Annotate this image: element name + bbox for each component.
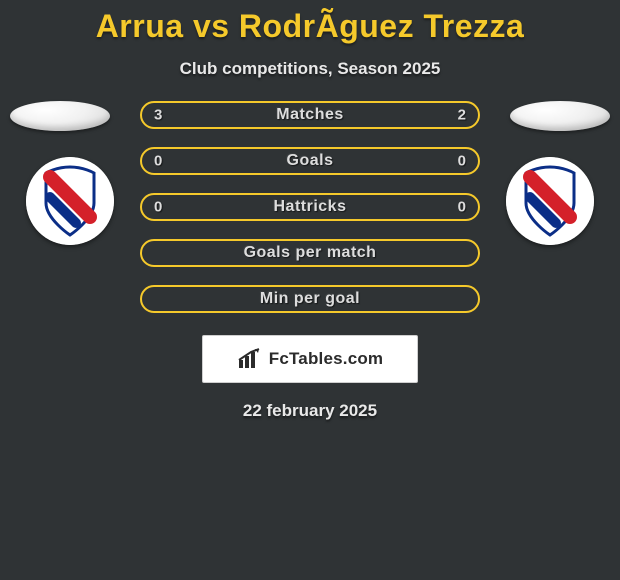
shield-icon <box>506 157 594 245</box>
brand-text: FcTables.com <box>269 349 384 369</box>
stat-label: Hattricks <box>274 198 347 216</box>
stat-left-value: 3 <box>154 107 162 124</box>
stat-row-goals: 0 Goals 0 <box>140 147 480 175</box>
bar-chart-icon <box>237 348 263 370</box>
stat-row-min-per-goal: Min per goal <box>140 285 480 313</box>
page-title: Arrua vs RodrÃ­guez Trezza <box>0 0 620 45</box>
stat-left-value: 0 <box>154 153 162 170</box>
stat-row-hattricks: 0 Hattricks 0 <box>140 193 480 221</box>
brand-watermark: FcTables.com <box>202 335 418 383</box>
stat-right-value: 0 <box>458 199 466 216</box>
stat-label: Min per goal <box>260 290 360 308</box>
subtitle: Club competitions, Season 2025 <box>0 59 620 79</box>
stat-label: Goals <box>287 152 334 170</box>
club-crest-left <box>26 157 114 245</box>
comparison-stage: 3 Matches 2 0 Goals 0 0 Hattricks 0 Goal… <box>0 101 620 313</box>
club-crest-right <box>506 157 594 245</box>
player-photo-left <box>10 101 110 131</box>
stat-row-goals-per-match: Goals per match <box>140 239 480 267</box>
stat-label: Goals per match <box>244 244 377 262</box>
stat-row-matches: 3 Matches 2 <box>140 101 480 129</box>
date-label: 22 february 2025 <box>0 401 620 421</box>
stat-left-value: 0 <box>154 199 162 216</box>
stat-label: Matches <box>276 106 344 124</box>
stat-right-value: 0 <box>458 153 466 170</box>
stat-rows: 3 Matches 2 0 Goals 0 0 Hattricks 0 Goal… <box>140 101 480 313</box>
stat-right-value: 2 <box>458 107 466 124</box>
shield-icon <box>26 157 114 245</box>
player-photo-right <box>510 101 610 131</box>
